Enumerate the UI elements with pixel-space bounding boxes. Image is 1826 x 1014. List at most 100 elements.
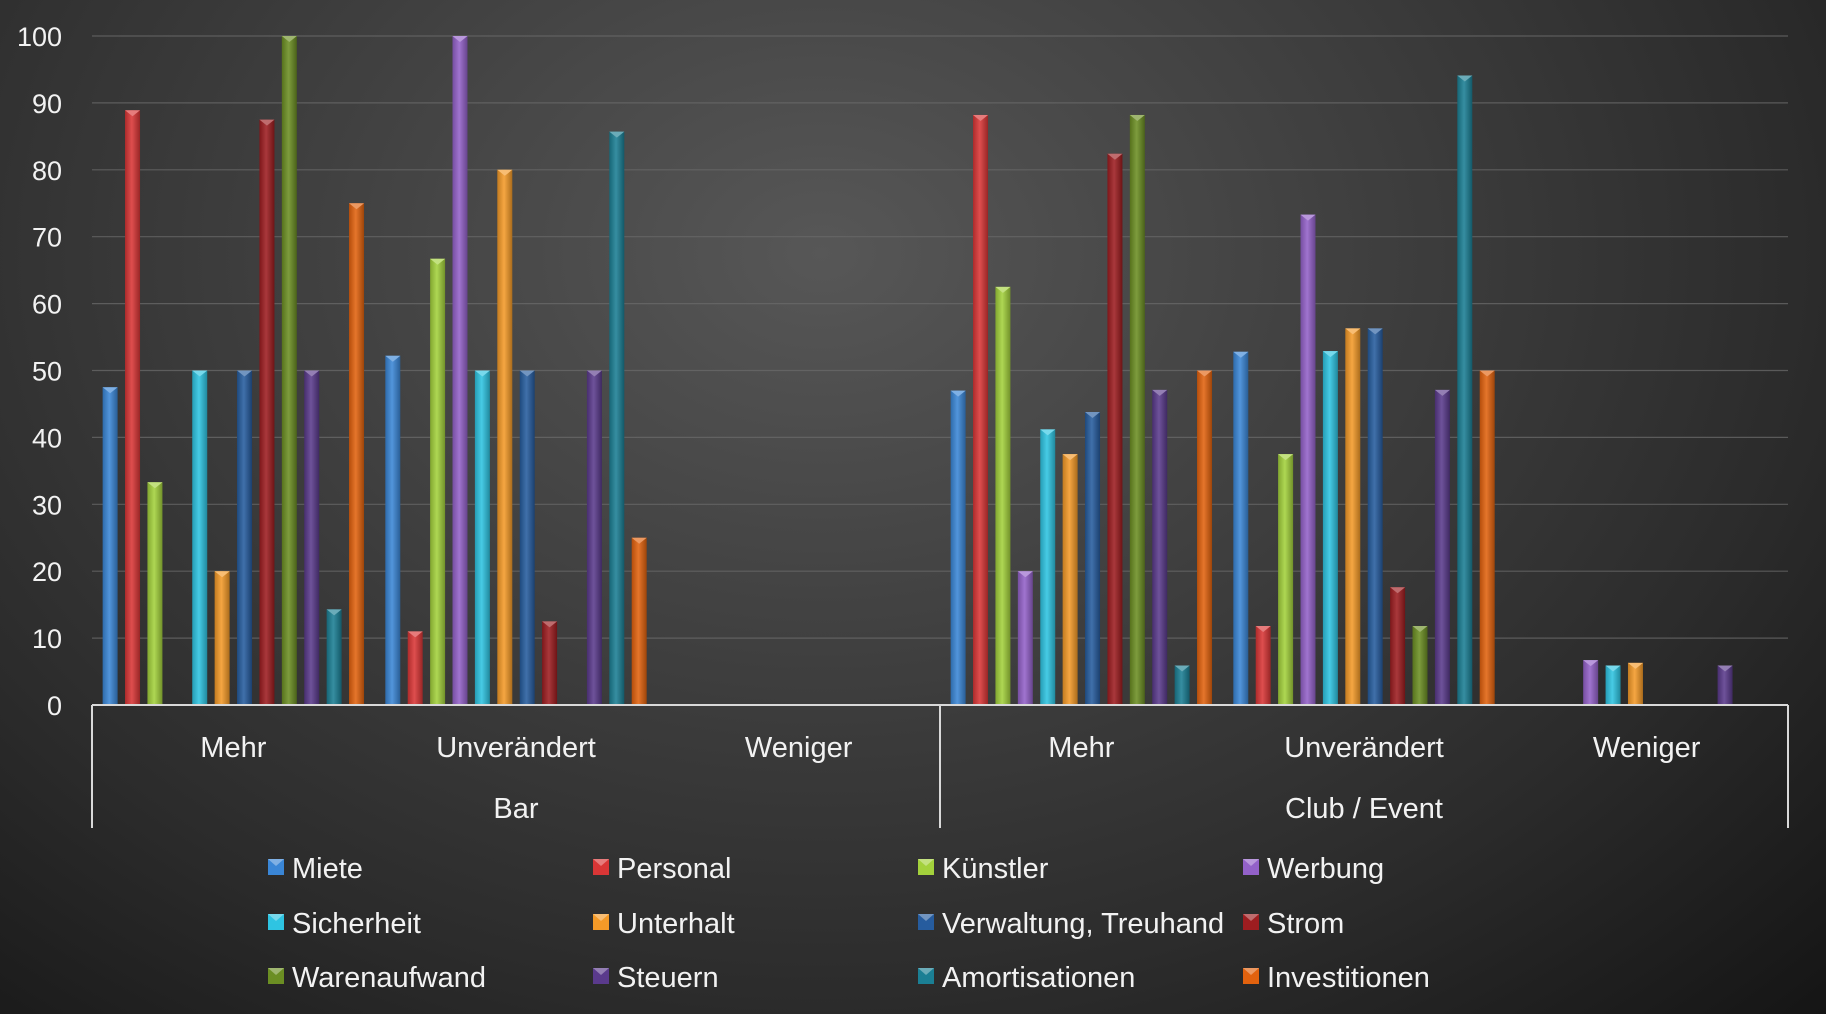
bar (1300, 214, 1316, 706)
bar (1062, 454, 1078, 705)
bar-body (349, 203, 365, 705)
y-axis-ticks: 0 10 20 30 40 50 60 70 80 90 100 (17, 22, 62, 721)
bar-body (430, 258, 446, 705)
bar-cap (1017, 571, 1033, 578)
bar (631, 537, 647, 705)
legend-swatch (268, 914, 284, 930)
bar-cap (542, 621, 558, 628)
bar-body (1255, 626, 1271, 705)
swatch-cap (1243, 859, 1259, 866)
bar-body (1085, 411, 1101, 705)
bar-body (1583, 660, 1599, 705)
bar-body (995, 286, 1011, 705)
bars (102, 36, 1733, 706)
bar-cap (304, 370, 320, 377)
legend-label: Unterhalt (617, 908, 735, 940)
bar-body (147, 482, 163, 705)
bar-body (1197, 370, 1213, 705)
bar-body (1479, 370, 1495, 705)
bar-cap (1627, 662, 1643, 669)
swatch-cap (268, 968, 284, 975)
group-label: Club / Event (1285, 793, 1443, 825)
legend-swatch (268, 859, 284, 875)
swatch-cap (268, 859, 284, 866)
bar (1457, 75, 1473, 705)
bar (1322, 351, 1338, 705)
category-label: Mehr (1048, 732, 1114, 764)
y-tick-label: 90 (32, 89, 62, 119)
bar-body (385, 355, 401, 705)
bar (1152, 389, 1168, 705)
bar (1390, 587, 1406, 705)
bar (1412, 626, 1428, 705)
bar-cap (192, 370, 208, 377)
y-tick-label: 20 (32, 557, 62, 587)
swatch-cap (268, 914, 284, 921)
bar-cap (102, 387, 118, 394)
bar-body (304, 370, 320, 705)
legend-label: Strom (1267, 908, 1344, 940)
bar-cap (1390, 587, 1406, 594)
swatch-body (268, 968, 284, 984)
bar-cap (1300, 214, 1316, 221)
bar-body (259, 119, 275, 705)
bar-body (1367, 328, 1383, 705)
swatch-body (268, 914, 284, 930)
legend-swatch (593, 859, 609, 875)
bar (1605, 665, 1621, 705)
bar-body (1233, 351, 1249, 705)
bar-cap (1479, 370, 1495, 377)
bar-body (407, 631, 423, 705)
legend-label: Künstler (942, 853, 1049, 885)
bar-cap (214, 571, 230, 578)
legend-label: Verwaltung, Treuhand (942, 908, 1224, 940)
bar-body (1345, 328, 1361, 705)
bar (1107, 153, 1123, 705)
y-tick-label: 80 (32, 156, 62, 186)
swatch-cap (918, 968, 934, 975)
bar-cap (1322, 351, 1338, 358)
bar-body (326, 609, 342, 705)
bar (1278, 454, 1294, 705)
bar (102, 387, 118, 705)
legend-item: Werbung (1243, 853, 1384, 885)
bar (1627, 662, 1643, 705)
bar (1197, 370, 1213, 705)
bar (542, 621, 558, 705)
bar-cap (1605, 665, 1621, 672)
bar-body (519, 370, 535, 705)
legend-label: Warenaufwand (292, 962, 486, 994)
bar (1129, 114, 1145, 705)
x-axis: Mehr Unverändert Weniger Mehr Unverändert Wen… (91, 704, 1789, 828)
legend-swatch (918, 914, 934, 930)
bar (950, 390, 966, 705)
bar (147, 482, 163, 705)
legend-swatch (1243, 914, 1259, 930)
y-tick-label: 60 (32, 290, 62, 320)
legend: Miete Personal Künstler Werbung Sicherheit Un… (268, 853, 1430, 994)
bar (281, 36, 297, 705)
swatch-cap (918, 859, 934, 866)
y-tick-label: 100 (17, 22, 62, 52)
legend-label: Werbung (1267, 853, 1384, 885)
legend-item: Miete (268, 853, 363, 885)
swatch-body (1243, 968, 1259, 984)
bar-cap (237, 370, 253, 377)
bar (192, 370, 208, 705)
category-label: Weniger (745, 732, 853, 764)
bar-body (102, 387, 118, 705)
bar-cap (1233, 351, 1249, 358)
category-label: Weniger (1593, 732, 1701, 764)
bar-cap (1129, 114, 1145, 121)
bar (497, 169, 513, 706)
bar-cap (259, 119, 275, 126)
bar-cap (1040, 429, 1056, 436)
bar-cap (973, 114, 989, 121)
bar-body (1434, 389, 1450, 705)
bar (1583, 660, 1599, 705)
bar-body (973, 114, 989, 705)
bar (1174, 665, 1190, 705)
bar-body (1017, 571, 1033, 705)
bar-cap (1434, 389, 1450, 396)
bar (609, 131, 625, 706)
